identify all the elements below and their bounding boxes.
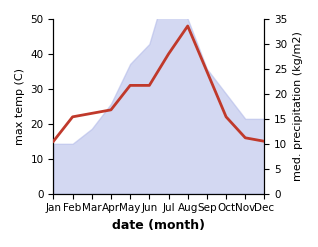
X-axis label: date (month): date (month) [113,219,205,232]
Y-axis label: max temp (C): max temp (C) [15,68,25,145]
Y-axis label: med. precipitation (kg/m2): med. precipitation (kg/m2) [293,31,303,181]
